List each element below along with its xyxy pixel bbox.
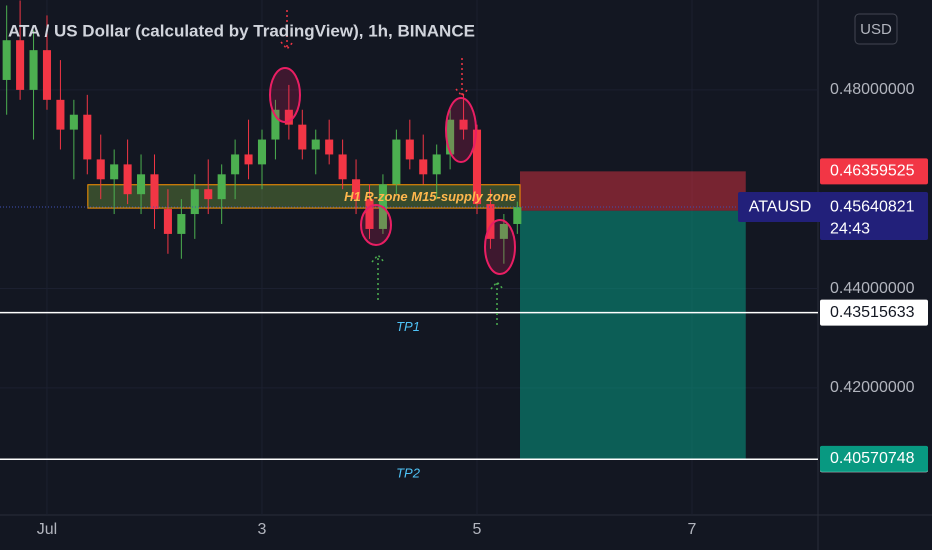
candle-body bbox=[56, 99, 65, 130]
circle bbox=[269, 67, 301, 123]
candle-body bbox=[513, 207, 522, 224]
candle-body bbox=[405, 139, 414, 160]
candle-body bbox=[204, 189, 213, 200]
candle-body bbox=[419, 159, 428, 175]
annotations bbox=[269, 67, 516, 275]
circle bbox=[484, 219, 516, 275]
candle-body bbox=[137, 174, 146, 195]
last-price-box bbox=[738, 192, 822, 223]
candle-body bbox=[96, 159, 105, 180]
zone-label: H1 R-zone M15-supply zone bbox=[344, 189, 516, 204]
candle-body bbox=[271, 109, 280, 140]
candle-body bbox=[499, 223, 508, 239]
candle-body bbox=[177, 214, 186, 234]
x-tick-label: 5 bbox=[473, 521, 482, 538]
candle-body bbox=[110, 164, 119, 180]
stop-area bbox=[519, 171, 746, 211]
stop-label-box bbox=[820, 158, 928, 185]
candle-body bbox=[392, 139, 401, 185]
x-tick-label: 7 bbox=[688, 521, 697, 538]
y-tick-label: 0.48000000 bbox=[830, 81, 915, 98]
candle-body bbox=[150, 174, 159, 210]
arrow bbox=[490, 280, 504, 325]
candle-body bbox=[365, 199, 374, 229]
candle-body bbox=[190, 189, 199, 215]
arrow bbox=[371, 253, 385, 300]
level-label: 0.43515633 bbox=[830, 304, 915, 321]
candle-body bbox=[16, 40, 25, 90]
candle-body bbox=[486, 204, 495, 239]
candle-body bbox=[2, 40, 11, 80]
level-name: TP1 bbox=[396, 319, 420, 334]
candle-body bbox=[472, 129, 482, 205]
candle-body bbox=[311, 139, 320, 150]
target-area bbox=[519, 210, 746, 459]
circle bbox=[445, 97, 477, 163]
candle-body bbox=[217, 174, 226, 200]
candle-body bbox=[325, 139, 334, 155]
stop-label: 0.46359525 bbox=[830, 163, 915, 180]
candle-body bbox=[284, 109, 293, 125]
symbol: ATAUSD bbox=[749, 198, 812, 215]
candle-body bbox=[163, 209, 172, 234]
candle-body bbox=[83, 114, 92, 160]
candle-body bbox=[338, 154, 347, 180]
last-price: 0.45640821 bbox=[830, 198, 915, 215]
level-name: TP2 bbox=[396, 466, 421, 481]
candle-body bbox=[459, 119, 468, 130]
candle-body bbox=[231, 154, 240, 175]
candle-body bbox=[352, 179, 361, 200]
arrow bbox=[455, 58, 469, 98]
candle-body bbox=[42, 50, 52, 100]
x-tick-label: 3 bbox=[258, 521, 267, 538]
countdown: 24:43 bbox=[830, 220, 870, 237]
y-tick-label: 0.42000000 bbox=[830, 379, 915, 396]
candle-body bbox=[257, 139, 267, 165]
candle-body bbox=[432, 154, 441, 175]
y-tick-label: 0.44000000 bbox=[830, 280, 915, 297]
circle bbox=[360, 204, 392, 246]
candle-body bbox=[69, 114, 78, 130]
arrow bbox=[280, 10, 294, 51]
level-label-box bbox=[820, 299, 928, 326]
candle-body bbox=[29, 50, 38, 90]
candle-body bbox=[244, 154, 253, 165]
last-price-box bbox=[820, 192, 928, 241]
currency-button[interactable] bbox=[854, 13, 898, 45]
currency[interactable]: USD bbox=[860, 21, 892, 38]
chart-title: ATA / US Dollar (calculated by TradingVi… bbox=[8, 21, 475, 40]
arrows bbox=[280, 10, 504, 325]
candle-body bbox=[446, 119, 455, 155]
target-label: 0.40570748 bbox=[830, 450, 915, 467]
candle-body bbox=[298, 124, 307, 150]
x-tick-label: Jul bbox=[37, 521, 57, 538]
candle-body bbox=[123, 164, 132, 195]
target-label-box bbox=[820, 445, 928, 472]
